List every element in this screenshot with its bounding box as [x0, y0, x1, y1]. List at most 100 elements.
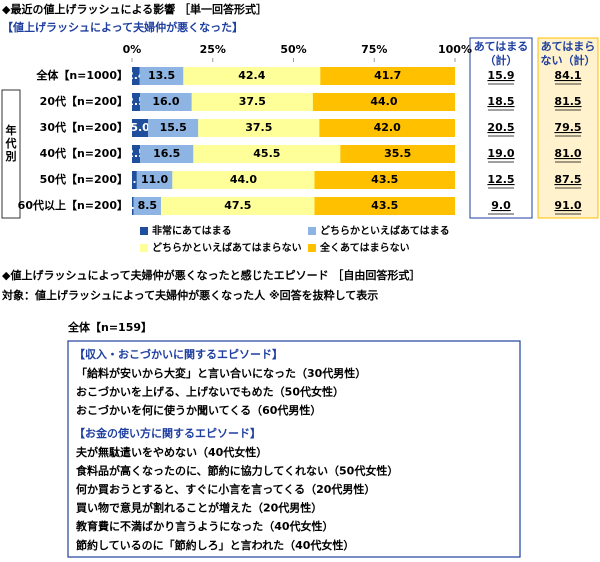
bar-segment: [132, 67, 140, 85]
summary-header: あてはまら: [541, 40, 596, 53]
legend-label: 全くあてはまらない: [319, 241, 410, 254]
bar-segment: [140, 145, 194, 163]
episode-item: 節約しているのに「節約しろ」と言われた（40代女性）: [76, 538, 354, 552]
episode-item: おこづかいを何に使うか聞いてくる（60代男性）: [76, 403, 321, 417]
episode-item: 何か買おうとすると、すぐに小言を言ってくる（20代男性）: [76, 482, 375, 496]
bar-segment: [172, 171, 315, 189]
episode-title: ◆値上げラッシュによって夫婦仲が悪くなったと感じたエピソード ［自由回答形式］: [2, 268, 420, 282]
episode-item: 夫が無駄遣いをやめない（40代女性）: [76, 445, 267, 459]
summary-value: 79.5: [554, 121, 581, 134]
summary-value: 12.5: [487, 173, 514, 186]
summary-box: [469, 37, 533, 219]
value-label: 16.0: [152, 95, 179, 108]
y-tick-label: 全体【n=1000】: [35, 68, 128, 82]
value-label: 43.5: [371, 173, 398, 186]
summary-value: 81.5: [554, 95, 581, 108]
bar-segment: [132, 171, 137, 189]
value-label: 41.7: [374, 69, 401, 82]
x-tick-label: 50%: [280, 43, 306, 56]
section-heading: 【お金の使い方に関するエピソード】: [74, 426, 261, 440]
group-label: 年: [6, 123, 17, 137]
bar-segment: [314, 197, 455, 215]
summary-value: 81.0: [554, 147, 581, 160]
value-label: 13.5: [148, 69, 175, 82]
episode-item: 買い物で意見が割れることが増えた（20代男性）: [76, 501, 322, 515]
y-tick-label: 60代以上【n=200】: [18, 198, 128, 212]
y-tick-label: 20代【n=200】: [40, 94, 128, 108]
bar-segment: [132, 119, 149, 137]
bar-segment: [312, 93, 455, 111]
episode-item: 教育費に不満ばかり言うようになった（40代女性）: [75, 519, 334, 533]
summary-value: 19.0: [487, 147, 514, 160]
bar-segment: [132, 145, 141, 163]
summary-value: 18.5: [487, 95, 514, 108]
y-tick-label: 40代【n=200】: [40, 146, 128, 160]
summary-header: （計）: [485, 53, 518, 67]
bar-segment: [320, 67, 455, 85]
value-label: 8.5: [138, 199, 158, 212]
bar-segment: [136, 171, 173, 189]
summary-value: 20.5: [487, 121, 514, 134]
chart-title: ◆最近の値上げラッシュによる影響 ［単一回答形式］: [2, 2, 267, 16]
value-label: 42.0: [374, 121, 401, 134]
bar-segment: [140, 93, 192, 111]
chart-subtitle: 【値上げラッシュによって夫婦仲が悪くなった】: [2, 20, 243, 34]
legend-label: どちらかといえばあてはまらない: [152, 241, 302, 254]
bar-segment: [139, 67, 184, 85]
group-label: 代: [5, 136, 17, 150]
summary-value: 91.0: [554, 199, 581, 212]
value-label: 43.5: [371, 199, 398, 212]
bar-segment: [133, 197, 162, 215]
legend-swatch: [140, 227, 148, 235]
legend-swatch: [308, 244, 316, 252]
episode-item: 食料品が高くなったのに、節約に協力してくれない（50代女性）: [76, 463, 398, 477]
value-label: 35.5: [384, 147, 411, 160]
bar-segment: [193, 145, 341, 163]
section-heading: 【収入・おこづかいに関するエピソード】: [74, 347, 283, 361]
legend-label: どちらかといえばあてはまる: [320, 224, 450, 237]
value-label: 37.5: [239, 95, 266, 108]
episode-target: 対象：値上げラッシュによって夫婦仲が悪くなった人 ※回答を抜粋して表示: [1, 288, 378, 302]
value-label: 42.4: [238, 69, 265, 82]
bar-segment: [161, 197, 315, 215]
legend-swatch: [308, 227, 316, 235]
x-tick-label: 0%: [123, 43, 142, 56]
value-label: 15.5: [160, 121, 187, 134]
summary-header: あてはまる: [474, 40, 529, 53]
episode-item: 「給料が安いから大変」と言い合いになった（30代男性）: [76, 366, 366, 380]
value-label: 16.5: [153, 147, 180, 160]
group-box: [1, 89, 21, 219]
y-tick-label: 50代【n=200】: [40, 172, 128, 186]
value-label: 44.0: [370, 95, 397, 108]
summary-value: 9.0: [491, 199, 511, 212]
summary-value: 15.9: [487, 69, 514, 82]
bar-segment: [340, 145, 455, 163]
summary-value: 87.5: [554, 173, 581, 186]
x-tick-label: 75%: [361, 43, 387, 56]
bar-segment: [148, 119, 199, 137]
episode-box: [67, 340, 521, 558]
summary-header: ない（計）: [541, 53, 596, 67]
group-label: 別: [5, 149, 17, 163]
value-label: 44.0: [230, 173, 257, 186]
legend-swatch: [140, 244, 148, 252]
value-label: 47.5: [224, 199, 251, 212]
bar-segment: [314, 171, 455, 189]
value-label: 37.5: [245, 121, 272, 134]
bar-segment: [183, 67, 321, 85]
value-label: 45.5: [253, 147, 280, 160]
bar-segment: [319, 119, 455, 137]
legend-label: 非常にあてはまる: [152, 224, 232, 237]
y-tick-label: 30代【n=200】: [40, 120, 128, 134]
bar-segment: [198, 119, 320, 137]
x-tick-label: 25%: [200, 43, 226, 56]
episode-sample: 全体【n=159】: [67, 320, 152, 334]
value-label: 11.0: [141, 173, 168, 186]
value-label: 5.0: [130, 121, 150, 134]
bar-segment: [132, 93, 141, 111]
x-tick-label: 100%: [438, 43, 472, 56]
bar-segment: [191, 93, 313, 111]
summary-value: 84.1: [554, 69, 581, 82]
episode-item: おこづかいを上げる、上げないでもめた（50代女性）: [76, 385, 344, 399]
